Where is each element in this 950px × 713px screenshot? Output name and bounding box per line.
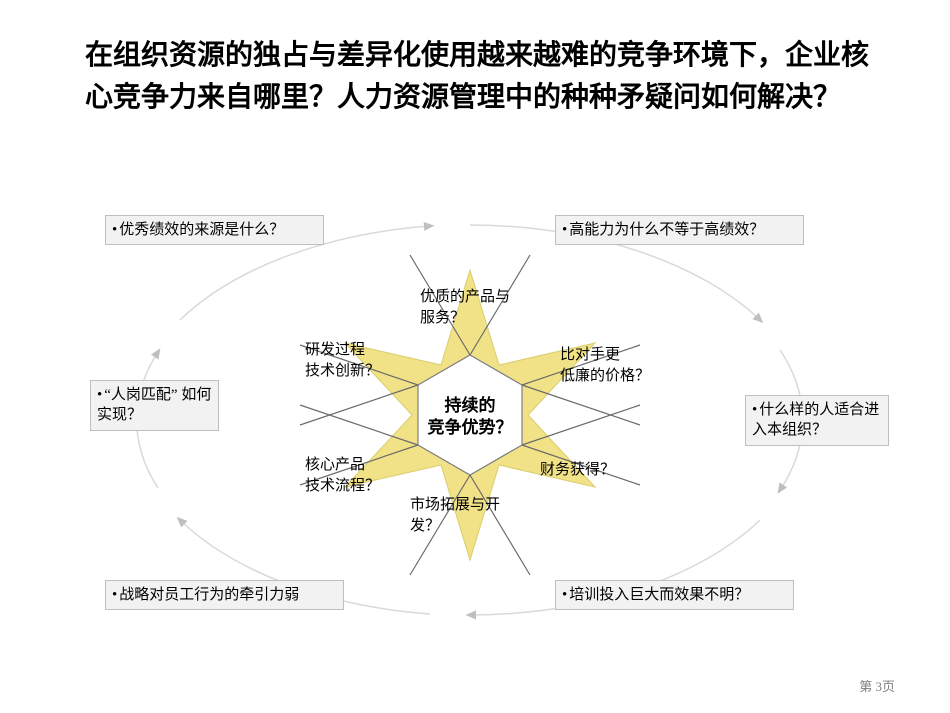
outer-question-box: •高能力为什么不等于高绩效？	[555, 215, 804, 245]
outer-question-box: •战略对员工行为的牵引力弱	[105, 580, 344, 610]
center-line-2: 竞争优势？	[428, 418, 513, 437]
spoke-label: 研发过程技术创新？	[305, 340, 415, 382]
outer-question-box: •什么样的人适合进入本组织？	[745, 395, 889, 446]
spoke-label: 市场拓展与开发？	[410, 495, 540, 537]
spoke-label: 优质的产品与服务？	[420, 287, 550, 329]
center-line-1: 持续的	[445, 396, 496, 415]
outer-question-box: •培训投入巨大而效果不明？	[555, 580, 794, 610]
outer-question-box: •优秀绩效的来源是什么？	[105, 215, 324, 245]
spoke-label: 财务获得？	[540, 460, 660, 481]
center-label: 持续的 竞争优势？	[410, 395, 530, 439]
page-number: 第 3页	[859, 676, 895, 695]
spoke-label: 核心产品技术流程？	[305, 455, 415, 497]
outer-question-box: •“人岗匹配” 如何实现？	[90, 380, 219, 431]
spoke-label: 比对手更低廉的价格？	[560, 345, 680, 387]
